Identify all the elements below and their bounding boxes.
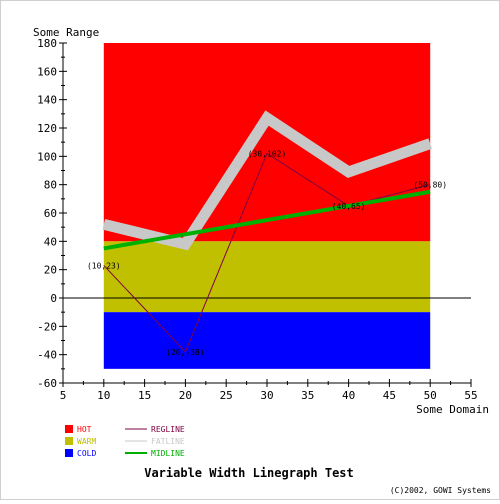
legend-label-warm: WARM <box>77 437 96 446</box>
data-point-label: (20,-38) <box>166 348 205 357</box>
series-regline <box>103 152 431 353</box>
y-tick-label: -60 <box>37 377 57 390</box>
legend: HOT WARM COLD REGLINE FATLINE MIDLINE <box>65 425 185 458</box>
band-warm <box>103 241 431 313</box>
series-layer <box>102 110 433 353</box>
x-tick-label: 20 <box>179 389 192 402</box>
x-tick-label: 45 <box>383 389 396 402</box>
data-point-label: (30,102) <box>248 150 287 159</box>
x-tick-label: 50 <box>424 389 437 402</box>
y-tick-label: 180 <box>37 37 57 50</box>
copyright-notice: (C)2002, GOWI Systems <box>390 486 491 495</box>
legend-swatch-hot <box>65 425 73 433</box>
x-tick-label: 25 <box>220 389 233 402</box>
x-tick-label: 15 <box>138 389 151 402</box>
y-tick-label: 140 <box>37 94 57 107</box>
band-layer <box>103 43 431 369</box>
band-cold <box>103 312 431 369</box>
y-tick-label: 160 <box>37 65 57 78</box>
legend-swatch-cold <box>65 449 73 457</box>
legend-swatch-warm <box>65 437 73 445</box>
y-tick-label: 20 <box>44 264 57 277</box>
x-tick-label: 5 <box>60 389 67 402</box>
axes-layer: -60 -40 -20 0 20 40 60 80 100 120 140 160 180 5 10 15 20… <box>37 37 478 402</box>
y-tick-label: -40 <box>37 349 57 362</box>
x-tick-label: 35 <box>301 389 314 402</box>
data-point-label: (50,80) <box>413 181 447 190</box>
band-hot <box>103 43 431 242</box>
y-tick-label: 120 <box>37 122 57 135</box>
legend-label-midline: MIDLINE <box>151 449 185 458</box>
y-tick-label: 60 <box>44 207 57 220</box>
x-axis-title: Some Domain <box>416 403 489 416</box>
chart-title: Variable Width Linegraph Test <box>144 466 354 480</box>
point-label-layer: (10,23) (20,-38) (30,102) (40,65) (50,80) <box>87 150 447 357</box>
y-tick-label: 80 <box>44 179 57 192</box>
legend-label-cold: COLD <box>77 449 96 458</box>
x-tick-label: 55 <box>464 389 477 402</box>
data-point-label: (40,65) <box>332 202 366 211</box>
x-tick-label: 10 <box>97 389 110 402</box>
y-tick-label: 0 <box>50 292 57 305</box>
y-axis-title: Some Range <box>33 26 99 39</box>
legend-label-regline: REGLINE <box>151 425 185 434</box>
y-tick-label: -20 <box>37 320 57 333</box>
x-tick-label: 40 <box>342 389 355 402</box>
y-tick-label: 40 <box>44 235 57 248</box>
legend-label-hot: HOT <box>77 425 92 434</box>
series-midline <box>103 189 431 251</box>
data-point-label: (10,23) <box>87 261 121 270</box>
y-tick-label: 100 <box>37 150 57 163</box>
legend-label-fatline: FATLINE <box>151 437 185 446</box>
x-tick-label: 30 <box>260 389 273 402</box>
